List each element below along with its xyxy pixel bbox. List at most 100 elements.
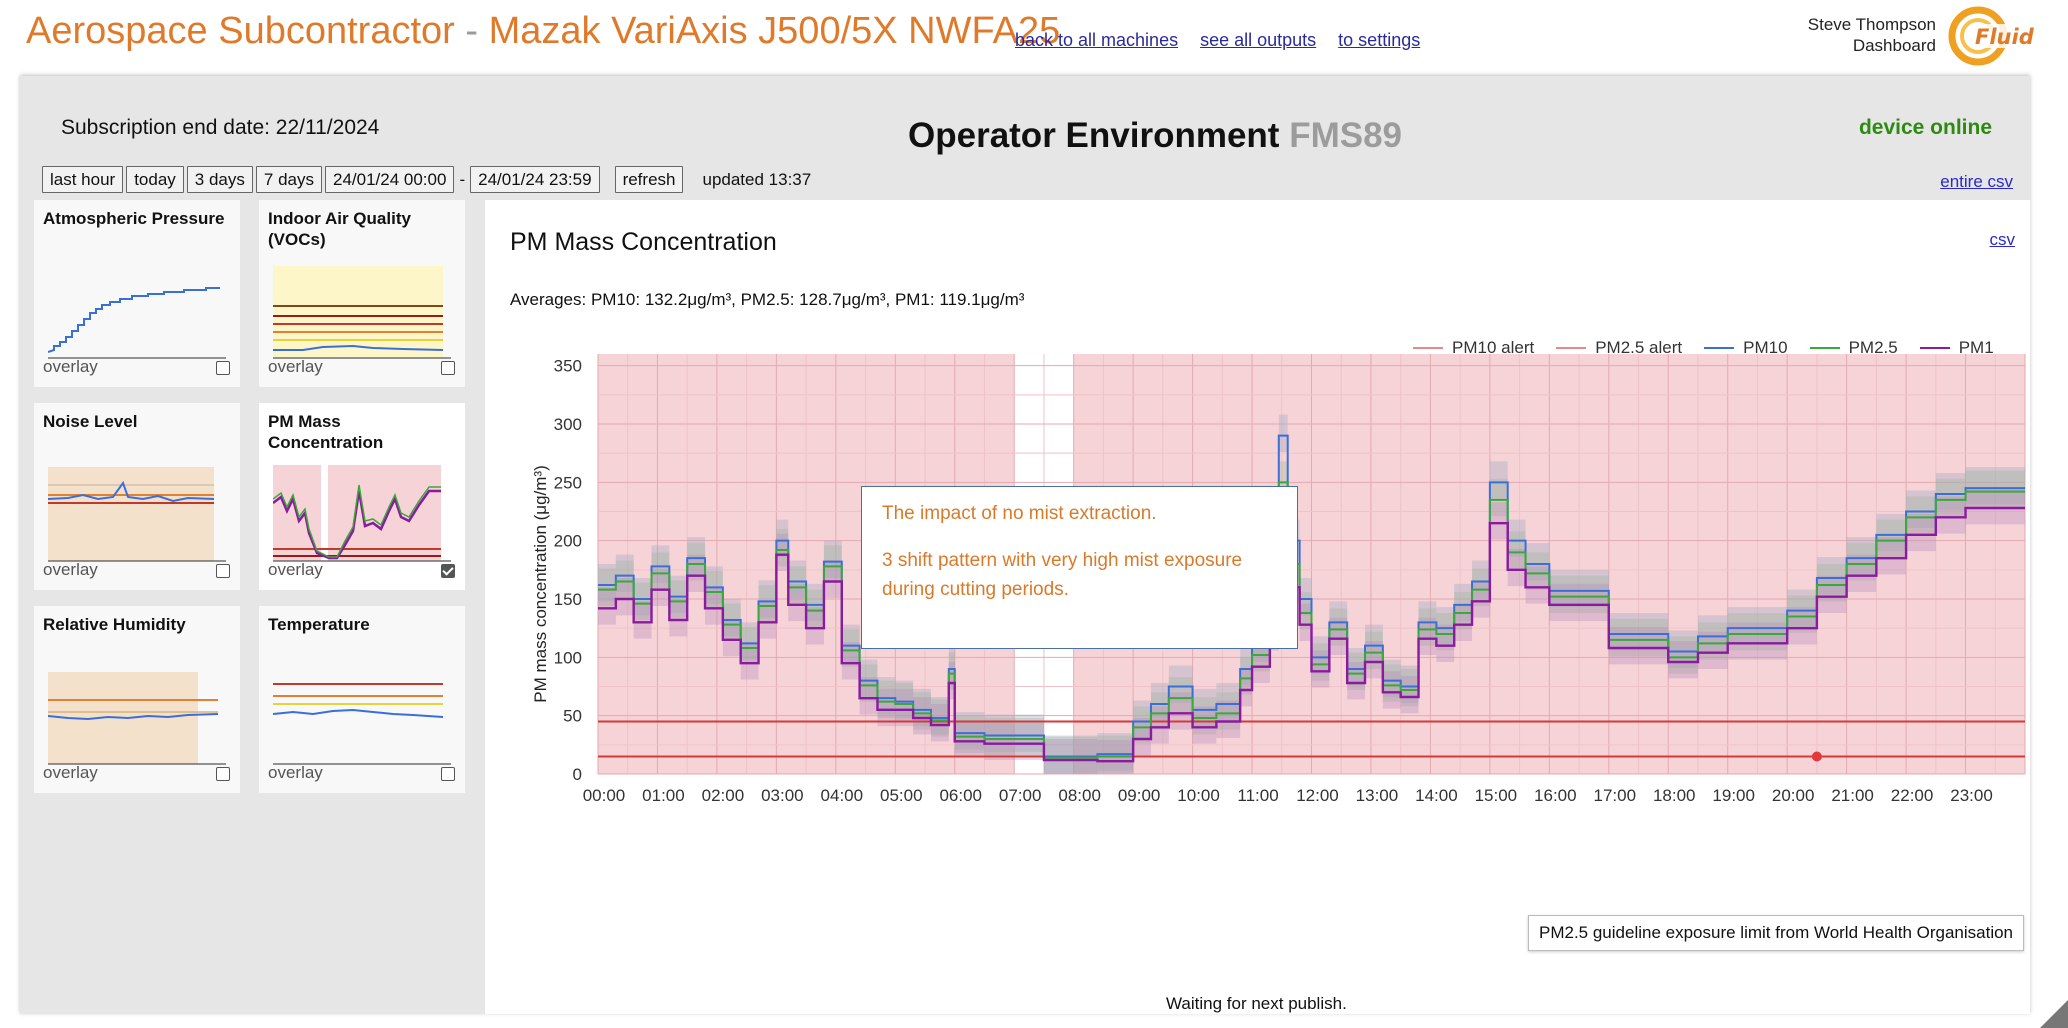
legend-pm10-alert[interactable]: PM10 alert	[1413, 338, 1534, 358]
seven-days-button[interactable]: 7 days	[255, 166, 322, 193]
logo-text: Fluid	[1975, 25, 2035, 49]
overlay-label: overlay	[268, 560, 323, 579]
tile-temperature[interactable]: Temperature overlay	[259, 606, 465, 793]
annotation-line-1: The impact of no mist extraction.	[882, 503, 1157, 524]
app-title: Aerospace Subcontractor - Mazak VariAxis…	[26, 10, 1060, 53]
overlay-checkbox[interactable]	[441, 767, 455, 781]
legend-swatch	[1704, 347, 1735, 349]
panel-title: PM Mass Concentration	[510, 228, 777, 256]
pm-mass-sparkline	[273, 465, 451, 562]
x-tick-label: 22:00	[1891, 786, 1934, 805]
y-axis-label: PM mass concentration (μg/m³)	[531, 465, 550, 702]
tile-title: PM Mass Concentration	[268, 412, 384, 452]
user-name: Steve Thompson	[1807, 15, 1936, 34]
app-title-machine: Mazak VariAxis J500/5X NWFA25	[488, 10, 1061, 52]
x-tick-label: 05:00	[880, 786, 923, 805]
y-tick-label: 100	[554, 648, 582, 667]
tile-relative-humidity[interactable]: Relative Humidity overlay	[34, 606, 240, 793]
x-tick-label: 07:00	[999, 786, 1042, 805]
chart-legend: PM10 alert PM2.5 alert PM10 PM2.5 PM1	[1413, 338, 2016, 358]
see-outputs-link[interactable]: see all outputs	[1200, 30, 1317, 50]
legend-pm1[interactable]: PM1	[1919, 338, 1994, 358]
temperature-sparkline	[273, 683, 451, 765]
y-tick-label: 0	[573, 765, 582, 784]
waiting-status: Waiting for next publish.	[1166, 994, 1347, 1013]
tile-atmospheric-pressure[interactable]: Atmospheric Pressure overlay	[34, 200, 240, 387]
x-tick-label: 16:00	[1534, 786, 1577, 805]
page-title: Operator Environment FMS89	[908, 116, 1402, 156]
legend-pm10[interactable]: PM10	[1704, 338, 1788, 358]
legend-pm25-alert[interactable]: PM2.5 alert	[1556, 338, 1682, 358]
x-tick-label: 12:00	[1296, 786, 1339, 805]
app-title-separator: -	[454, 10, 489, 52]
y-tick-label: 300	[554, 415, 582, 434]
relative-humidity-sparkline	[48, 672, 226, 765]
content-area: Subscription end date: 22/11/2024 Operat…	[20, 76, 2030, 1014]
x-tick-label: 01:00	[642, 786, 685, 805]
user-menu[interactable]: Steve Thompson Dashboard	[1808, 14, 1936, 56]
overlay-checkbox[interactable]	[441, 361, 455, 375]
tile-title: Temperature	[268, 615, 370, 634]
end-datetime-input[interactable]: 24/01/24 23:59	[470, 166, 600, 193]
top-bar: Aerospace Subcontractor - Mazak VariAxis…	[0, 0, 2068, 76]
resize-corner-icon	[2040, 1000, 2068, 1028]
panel-csv-link[interactable]: csv	[1989, 230, 2016, 249]
last-hour-button[interactable]: last hour	[42, 166, 124, 193]
x-tick-label: 02:00	[702, 786, 745, 805]
overlay-label: overlay	[43, 357, 98, 376]
pm-mass-chart: 0 50 100 150 200 250 300 350 00:00 01:00 02:00 03:0…	[531, 354, 2026, 805]
x-tick-label: 20:00	[1772, 786, 1815, 805]
back-to-machines-link[interactable]: back to all machines	[1015, 30, 1179, 50]
x-tick-label: 09:00	[1118, 786, 1161, 805]
page-title-text: Operator Environment	[908, 116, 1280, 155]
y-tick-label: 50	[563, 707, 582, 726]
x-tick-label: 08:00	[1058, 786, 1101, 805]
atmospheric-pressure-sparkline	[48, 287, 226, 359]
x-tick-label: 17:00	[1594, 786, 1637, 805]
overlay-label: overlay	[268, 357, 323, 376]
tile-pm-mass-concentration[interactable]: PM Mass Concentration overlay	[259, 403, 465, 590]
top-nav-links: back to all machines see all outputs to …	[1015, 30, 1420, 51]
averages-text: Averages: PM10: 132.2μg/m³, PM2.5: 128.7…	[510, 290, 1025, 309]
x-tick-label: 21:00	[1831, 786, 1874, 805]
fluid-logo: Fluid	[1948, 6, 2035, 66]
y-tick-label: 350	[554, 357, 582, 376]
legend-pm25[interactable]: PM2.5	[1809, 338, 1898, 358]
overlay-checkbox[interactable]	[216, 767, 230, 781]
tile-indoor-air-quality[interactable]: Indoor Air Quality (VOCs) overlay	[259, 200, 465, 387]
settings-link[interactable]: to settings	[1338, 30, 1421, 50]
x-tick-label: 11:00	[1237, 786, 1278, 805]
x-tick-label: 00:00	[583, 786, 626, 805]
legend-label: PM10 alert	[1452, 338, 1535, 357]
legend-swatch	[1919, 347, 1950, 349]
x-tick-label: 14:00	[1415, 786, 1458, 805]
legend-swatch	[1809, 347, 1840, 349]
tile-noise-level[interactable]: Noise Level overlay	[34, 403, 240, 590]
overlay-checkbox-checked[interactable]	[441, 564, 455, 578]
refresh-button[interactable]: refresh	[614, 166, 684, 193]
y-tick-label: 250	[554, 473, 582, 492]
who-limit-marker	[1811, 751, 1822, 762]
today-button[interactable]: today	[126, 166, 184, 193]
overlay-label: overlay	[43, 763, 98, 782]
overlay-checkbox[interactable]	[216, 564, 230, 578]
overlay-checkbox[interactable]	[216, 361, 230, 375]
x-tick-label: 19:00	[1712, 786, 1755, 805]
who-limit-tooltip: PM2.5 guideline exposure limit from Worl…	[1528, 915, 2025, 951]
legend-label: PM2.5	[1848, 338, 1898, 357]
noise-level-sparkline	[48, 467, 226, 562]
voc-sparkline	[273, 266, 451, 359]
user-role: Dashboard	[1852, 36, 1936, 55]
time-range-controls: last hour today 3 days 7 days 24/01/24 0…	[42, 166, 811, 193]
annotation-box: The impact of no mist extraction. 3 shif…	[861, 486, 1298, 649]
entire-csv-link[interactable]: entire csv	[1940, 172, 2013, 191]
x-tick-label: 15:00	[1475, 786, 1518, 805]
y-tick-label: 200	[554, 532, 582, 551]
updated-time: updated 13:37	[702, 170, 812, 189]
tile-title: Indoor Air Quality (VOCs)	[268, 209, 411, 249]
three-days-button[interactable]: 3 days	[186, 166, 253, 193]
start-datetime-input[interactable]: 24/01/24 00:00	[324, 166, 455, 193]
x-tick-label: 18:00	[1653, 786, 1696, 805]
overlay-label: overlay	[43, 560, 98, 579]
legend-label: PM2.5 alert	[1595, 338, 1683, 357]
